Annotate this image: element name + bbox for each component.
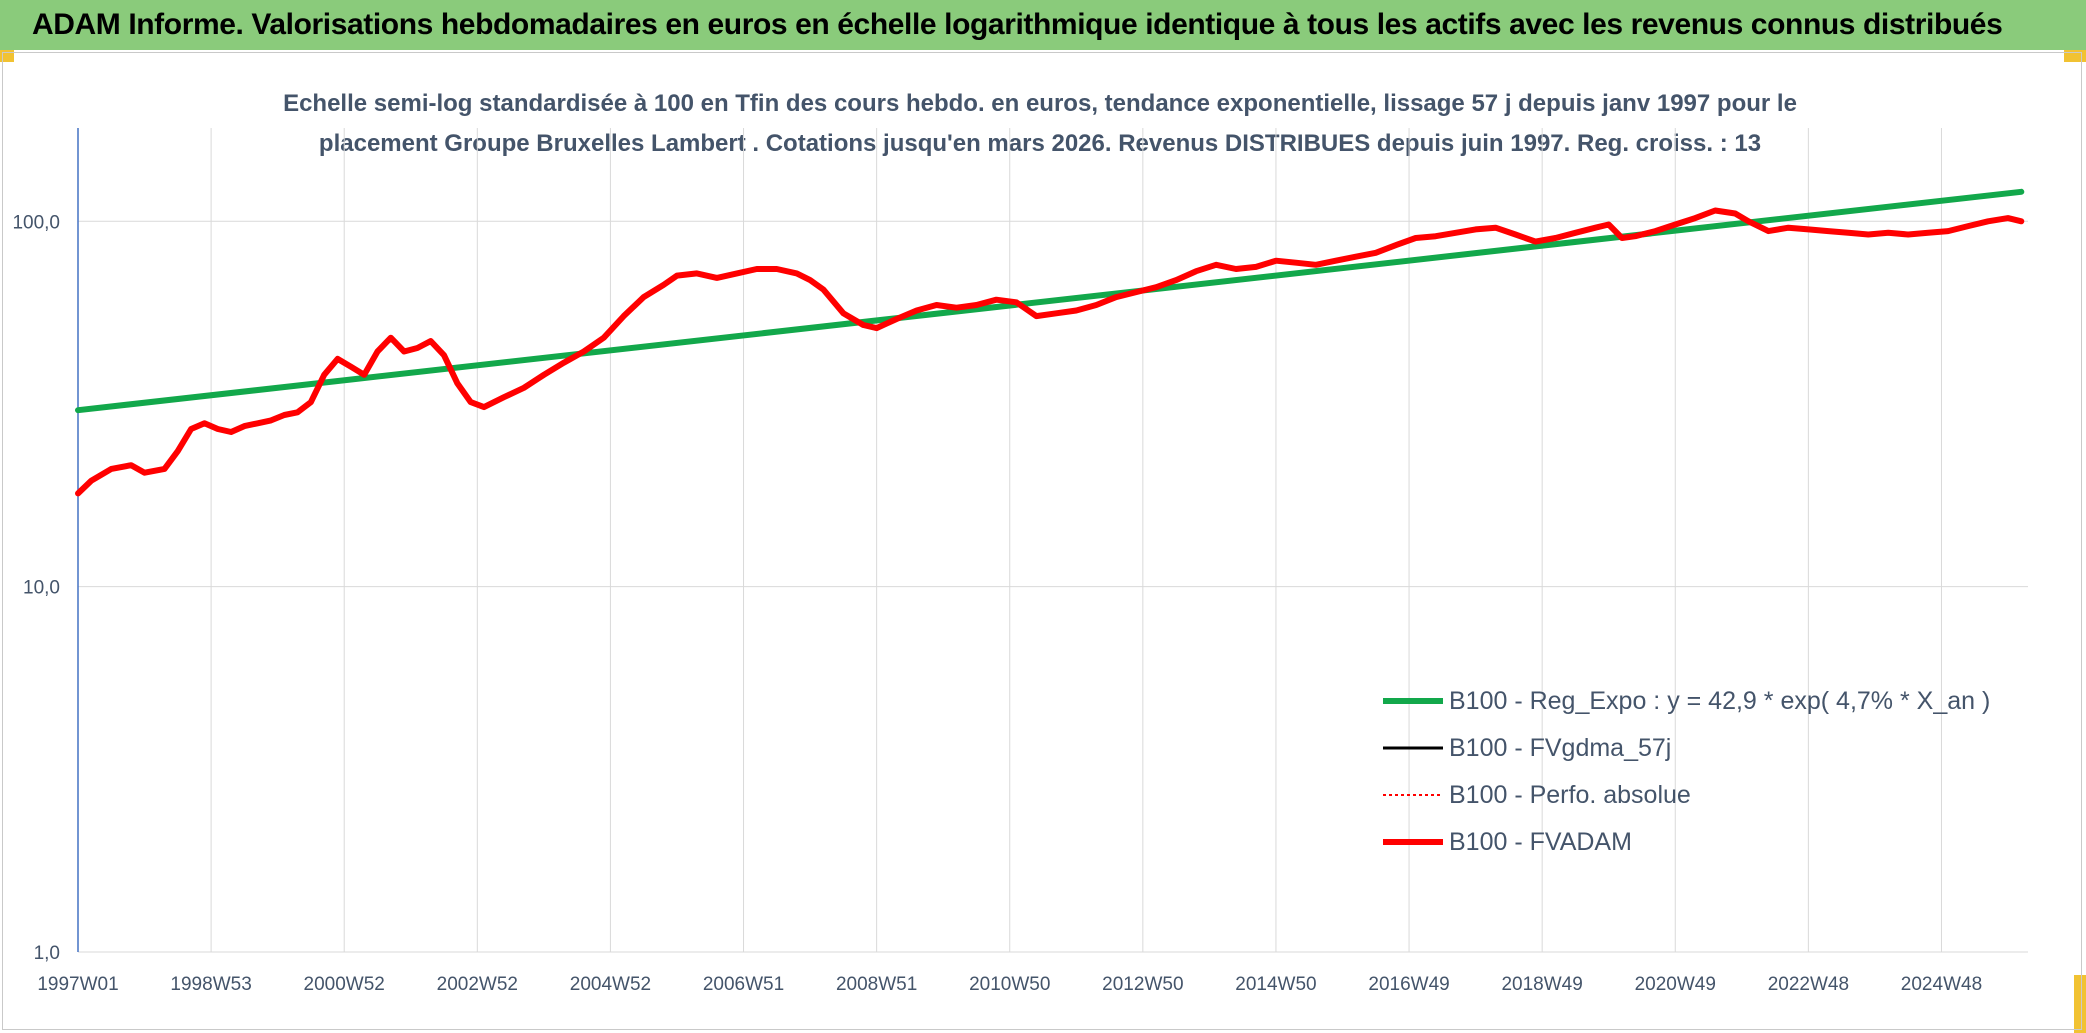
corner-mark-top-left [0, 50, 14, 62]
grid-lines [77, 128, 2028, 953]
x-tick-label: 2020W49 [1635, 974, 1716, 995]
chart-frame [2, 52, 2082, 1030]
x-tick-label: 2024W48 [1901, 974, 1982, 995]
x-tick-label: 2006W51 [703, 974, 784, 995]
x-axis: 1997W01 1998W53 2000W52 2002W52 2004W52 2006W… [37, 974, 1982, 995]
x-tick-label: 2016W49 [1368, 974, 1449, 995]
x-tick-label: 2014W50 [1235, 974, 1316, 995]
x-tick-label: 2010W50 [969, 974, 1050, 995]
x-tick-label: 1998W53 [170, 974, 251, 995]
corner-mark-top-right [2064, 50, 2086, 62]
x-tick-label: 2002W52 [437, 974, 518, 995]
x-tick-label: 2004W52 [570, 974, 651, 995]
series-line-1 [76, 209, 2023, 495]
legend-label-1: B100 - FVgdma_57j [1449, 734, 1671, 762]
x-tick-label: 2018W49 [1501, 974, 1582, 995]
chart-title: Echelle semi-log standardisée à 100 en T… [140, 84, 1940, 164]
x-tick-label: 2000W52 [304, 974, 385, 995]
legend: B100 - Reg_Expo : y = 42,9 * exp( 4,7% *… [1383, 687, 1990, 856]
y-tick-label: 10,0 [23, 578, 60, 599]
x-tick-label: 2008W51 [836, 974, 917, 995]
x-tick-label: 1997W01 [37, 974, 118, 995]
y-tick-label: 1,0 [34, 943, 60, 964]
x-tick-label: 2012W50 [1102, 974, 1183, 995]
report-header: ADAM Informe. Valorisations hebdomadaire… [0, 0, 2086, 50]
legend-label-3: B100 - FVADAM [1449, 828, 1632, 856]
legend-label-2: B100 - Perfo. absolue [1449, 781, 1691, 809]
x-tick-label: 2022W48 [1768, 974, 1849, 995]
legend-label-0: B100 - Reg_Expo : y = 42,9 * exp( 4,7% *… [1449, 687, 1990, 715]
series-line-0 [75, 188, 2025, 414]
series-lines [75, 188, 2025, 497]
chart-title-line-1: Echelle semi-log standardisée à 100 en T… [283, 90, 1797, 117]
series-line-3 [75, 207, 2025, 497]
corner-mark-bottom-right [2074, 975, 2086, 1033]
y-axis: 1,0 10,0 100,0 [12, 128, 79, 964]
chart-title-line-2: placement Groupe Bruxelles Lambert . Cot… [318, 130, 1762, 157]
y-tick-label: 100,0 [12, 212, 60, 233]
report-title: ADAM Informe. Valorisations hebdomadaire… [32, 8, 2003, 41]
